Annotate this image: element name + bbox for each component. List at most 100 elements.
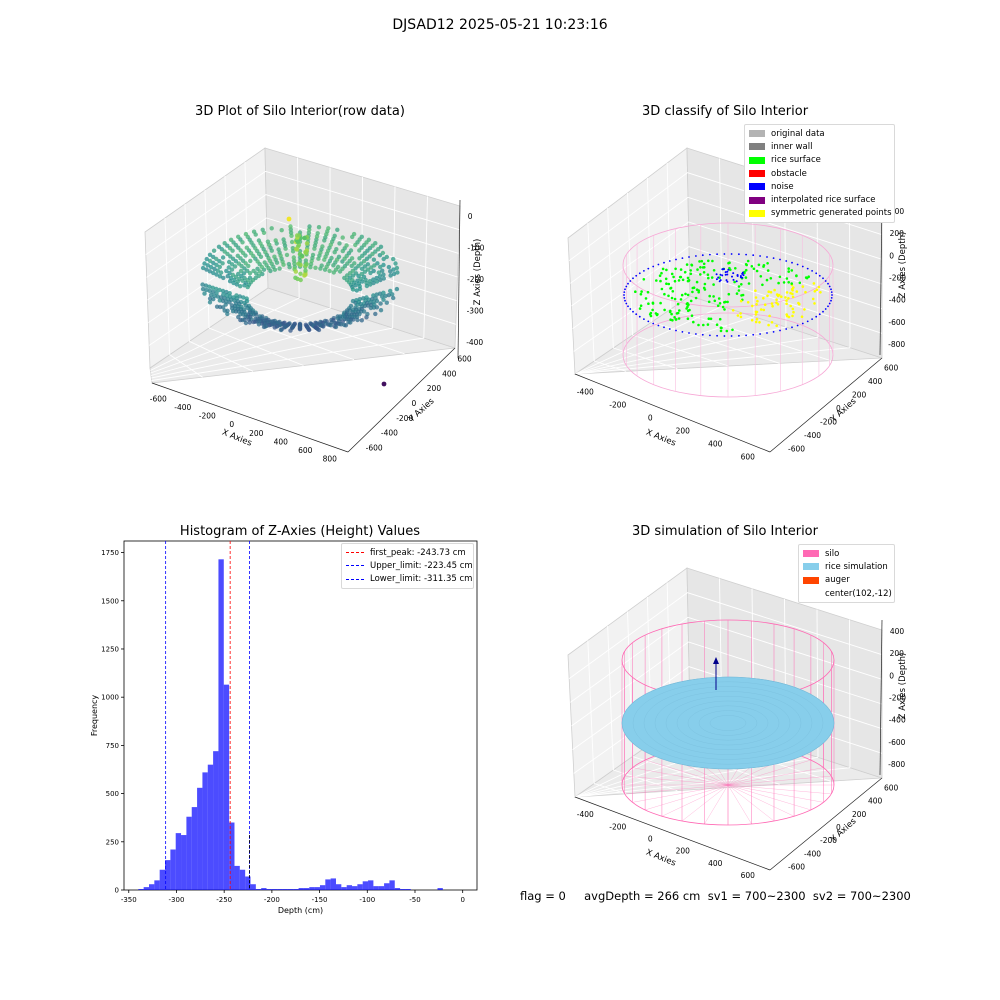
symmetric-point bbox=[785, 302, 788, 306]
data-point bbox=[327, 268, 332, 274]
rice-surface-point bbox=[634, 290, 637, 294]
data-point bbox=[214, 256, 219, 262]
symmetric-point bbox=[773, 288, 776, 292]
symmetric-point bbox=[789, 304, 792, 308]
histogram-bar bbox=[207, 764, 214, 890]
histogram-bar bbox=[357, 884, 363, 890]
rice-surface-point bbox=[766, 269, 770, 272]
data-point bbox=[241, 271, 247, 276]
histogram-bar bbox=[202, 772, 208, 890]
noise-point bbox=[772, 331, 775, 333]
data-point bbox=[381, 276, 386, 281]
rice-surface-point bbox=[638, 307, 642, 310]
noise-point bbox=[623, 291, 626, 293]
p2-ytick: 0 bbox=[836, 404, 841, 413]
rice-surface-point bbox=[673, 297, 677, 301]
p2-y-axis bbox=[769, 357, 883, 453]
histogram-bar bbox=[314, 887, 320, 890]
symmetric-point bbox=[746, 301, 750, 304]
ytick-label: 1000 bbox=[101, 694, 119, 702]
p4-ytick: 600 bbox=[884, 784, 899, 793]
p4-ytick: 0 bbox=[836, 823, 841, 832]
rice-surface-point bbox=[697, 289, 700, 292]
rice-mesh-line bbox=[643, 686, 813, 760]
data-point bbox=[357, 312, 362, 317]
data-point bbox=[236, 234, 241, 239]
legend-entry: first_peak: -243.73 cm bbox=[346, 546, 469, 559]
rice-surface-point bbox=[769, 277, 773, 280]
noise-point bbox=[701, 333, 704, 336]
data-point bbox=[359, 261, 364, 266]
symmetric-point bbox=[754, 296, 758, 299]
data-point bbox=[207, 296, 213, 301]
noise-point bbox=[647, 320, 650, 323]
noise-point bbox=[627, 305, 629, 308]
histogram-bar bbox=[143, 887, 149, 890]
data-point bbox=[391, 256, 396, 262]
noise-point bbox=[643, 270, 645, 272]
symmetric-point bbox=[775, 324, 778, 328]
histogram-bar bbox=[362, 881, 369, 890]
noise-point bbox=[732, 278, 735, 281]
histogram-bar bbox=[309, 887, 315, 890]
data-point bbox=[303, 258, 309, 263]
data-point bbox=[212, 293, 217, 299]
data-point bbox=[374, 279, 380, 284]
legend-entry: symmetric generated points bbox=[749, 207, 892, 220]
symmetric-point bbox=[758, 321, 761, 324]
p4-ytick: -400 bbox=[804, 849, 821, 858]
rice-surface-point bbox=[686, 302, 689, 305]
rice-surface-point bbox=[667, 294, 670, 298]
noise-point bbox=[638, 272, 641, 275]
data-point bbox=[238, 317, 243, 323]
rice-surface-point bbox=[702, 262, 706, 266]
noise-point bbox=[643, 318, 645, 320]
symmetric-point bbox=[769, 290, 773, 294]
rice-surface-point bbox=[697, 323, 700, 327]
legend-swatch bbox=[803, 563, 819, 571]
data-point bbox=[294, 233, 300, 238]
noise-point bbox=[657, 324, 660, 327]
data-point bbox=[207, 288, 212, 294]
data-point bbox=[210, 285, 215, 290]
p1-x-axis bbox=[151, 382, 349, 453]
symmetric-point bbox=[803, 308, 806, 311]
data-point bbox=[335, 264, 341, 270]
noise-point bbox=[759, 255, 761, 257]
noise-point bbox=[731, 275, 733, 278]
xtick-label: -300 bbox=[169, 896, 185, 904]
rice-surface-point bbox=[673, 316, 676, 319]
legend-label: obstacle bbox=[771, 168, 807, 179]
rice-surface-point bbox=[759, 275, 763, 278]
rice-surface-point bbox=[699, 273, 702, 276]
p2-ytick: 600 bbox=[884, 364, 899, 373]
rice-surface-point bbox=[725, 329, 729, 333]
data-point bbox=[212, 266, 217, 272]
data-point bbox=[298, 277, 303, 283]
data-point bbox=[371, 257, 377, 262]
data-point bbox=[222, 249, 227, 254]
data-point bbox=[307, 327, 312, 333]
figure-title: DJSAD12 2025-05-21 10:23:16 bbox=[392, 17, 608, 33]
noise-point bbox=[719, 273, 722, 276]
noise-point bbox=[716, 253, 718, 256]
rice-surface-point bbox=[676, 311, 680, 315]
data-point bbox=[241, 295, 246, 300]
legend-label: first_peak: -243.73 cm bbox=[370, 547, 466, 558]
data-point bbox=[354, 288, 359, 293]
rice-surface-point bbox=[687, 279, 691, 282]
symmetric-point bbox=[792, 310, 795, 314]
rice-surface-point bbox=[720, 326, 723, 330]
noise-point bbox=[730, 335, 733, 337]
noise-point bbox=[635, 274, 638, 277]
histogram-bar bbox=[191, 807, 198, 890]
xtick-label: -250 bbox=[216, 896, 232, 904]
noise-point bbox=[752, 333, 755, 336]
rice-surface-point bbox=[651, 302, 655, 305]
rice-surface-point bbox=[679, 298, 683, 301]
p1-scatter bbox=[200, 216, 400, 387]
data-point bbox=[380, 268, 385, 273]
histogram-bar bbox=[335, 884, 342, 890]
silo-floor-line bbox=[727, 767, 824, 786]
symmetric-point bbox=[797, 301, 800, 305]
